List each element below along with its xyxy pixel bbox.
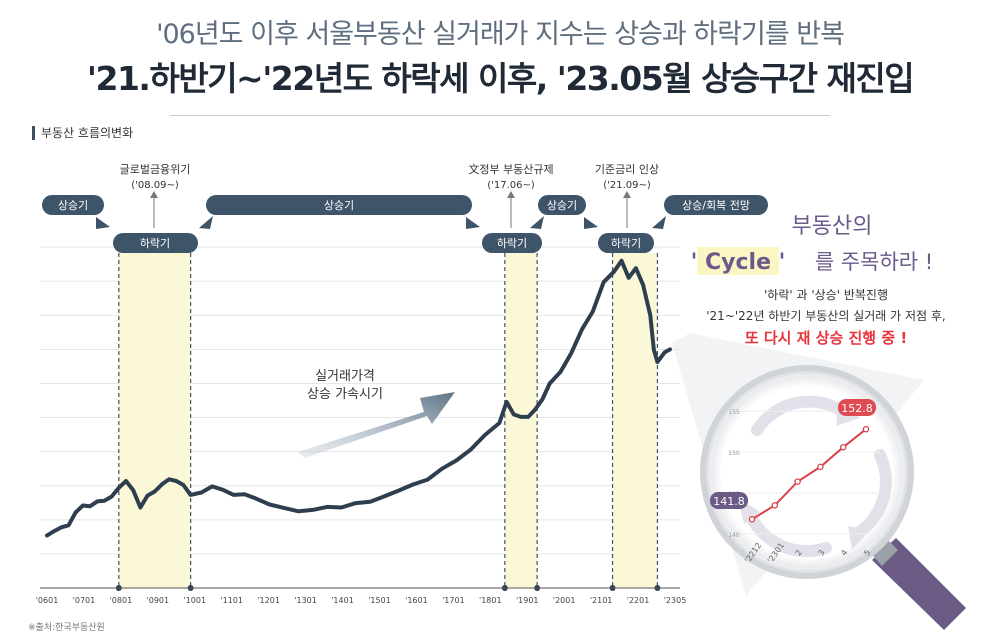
x-tick-label: '1801 <box>479 596 502 605</box>
callout-line2: 를 주목하라 ! <box>815 250 933 274</box>
callout-text2: '21~'22년 하반기 부동산의 실거래 가 저점 후, <box>706 309 946 323</box>
svg-text:141.8: 141.8 <box>713 495 745 508</box>
arrow-label-line2: 상승 가속시기 <box>307 387 383 402</box>
event-3-date: ('21.09~) <box>603 180 651 191</box>
inset-x-tick: 2 <box>794 548 804 557</box>
acceleration-arrow <box>298 392 455 458</box>
x-tick-label: '0801 <box>110 596 133 605</box>
inset-label-end: 152.8 <box>838 399 876 416</box>
phase-down-2: 하락기 <box>482 233 542 253</box>
inset-point <box>794 478 801 485</box>
phase-down-arrow-2 <box>466 217 480 229</box>
phase-down-arrow-1 <box>96 217 110 229</box>
inset-point <box>817 463 824 471</box>
event-2-date: ('17.06~) <box>487 180 535 191</box>
x-tick-label: '2305 <box>664 596 687 605</box>
callout-text1: '하락' 과 '상승' 반복진행 <box>764 287 888 302</box>
source-note: ※출처:한국부동산원 <box>28 623 105 633</box>
inset-point <box>771 502 779 509</box>
x-tick-label: '0601 <box>36 596 59 605</box>
x-axis-ticks: '0601 '0701 '0801 '0901 '1001 '1101 '1201 '1301… <box>36 596 687 605</box>
x-tick-label: '1501 <box>368 596 391 605</box>
cycle-highlight <box>697 247 779 275</box>
highlight-band <box>612 253 658 588</box>
inset-point <box>862 425 870 433</box>
svg-text:상승기: 상승기 <box>547 199 577 212</box>
event-1-arrowhead <box>150 191 158 198</box>
title-line-2: '21.하반기~'22년도 하락세 이후, '23.05월 상승구간 재진입 <box>86 59 915 98</box>
x-tick-label: '2101 <box>590 596 613 605</box>
event-1-date: ('08.09~) <box>131 180 179 191</box>
magnifier-inner-ring <box>709 374 905 570</box>
inset-line <box>751 428 867 521</box>
phase-up-2: 상승기 <box>206 195 472 215</box>
inset-y-tick: 140 <box>728 532 740 539</box>
x-tick-label: '1101 <box>220 596 243 605</box>
x-tick-label: '1201 <box>257 596 280 605</box>
inset-y-tick: 150 <box>728 450 740 457</box>
price-index-line <box>45 258 672 538</box>
phase-up-arrow-1 <box>199 216 213 229</box>
callout-text3: 또 다시 재 상승 진행 중 ! <box>745 329 907 347</box>
svg-text:상승/회복 전망: 상승/회복 전망 <box>682 199 750 212</box>
inset-x-tick: 5 <box>862 548 872 557</box>
svg-text:하락기: 하락기 <box>611 236 641 250</box>
callout-cycle-word: ' Cycle ' <box>691 250 786 275</box>
svg-text:상승기: 상승기 <box>324 199 354 212</box>
phase-up-3: 상승기 <box>538 195 586 215</box>
x-tick-label: '0701 <box>73 596 96 605</box>
highlight-bands <box>118 253 658 588</box>
phase-down-3: 하락기 <box>598 233 654 253</box>
event-3-arrowhead <box>623 191 631 198</box>
x-tick-label: '1601 <box>405 596 428 605</box>
phase-up-arrow-2 <box>530 216 544 229</box>
event-2-arrowhead <box>507 191 515 198</box>
x-tick-label: '1901 <box>516 596 539 605</box>
highlight-band <box>504 253 538 588</box>
title-line-1: '06년도 이후 서울부동산 실거래가 지수는 상승과 하락기를 반복 <box>156 19 845 50</box>
phase-recovery: 상승/회복 전망 <box>664 195 768 215</box>
svg-text:하락기: 하락기 <box>140 236 170 250</box>
title-divider <box>170 115 830 116</box>
x-tick-label: '1701 <box>442 596 465 605</box>
phase-down-1: 하락기 <box>113 233 198 253</box>
svg-text:152.8: 152.8 <box>841 402 873 415</box>
inset-point <box>748 516 756 523</box>
arrow-label-line1: 실거래가격 <box>315 369 375 384</box>
svg-text:하락기: 하락기 <box>497 236 527 250</box>
inset-x-tick: 3 <box>816 548 826 557</box>
phase-up-1: 상승기 <box>42 195 104 215</box>
inset-x-tick: 4 <box>839 548 849 557</box>
inset-label-start: 141.8 <box>710 492 748 509</box>
x-tick-label: '2201 <box>627 596 650 605</box>
x-tick-label: '1301 <box>294 596 317 605</box>
x-tick-label: '0901 <box>147 596 170 605</box>
phase-down-arrow-3 <box>584 217 598 229</box>
inset-y-tick: 155 <box>728 409 740 416</box>
period-markers <box>115 253 661 591</box>
x-tick-label: '2001 <box>553 596 576 605</box>
svg-text:상승기: 상승기 <box>58 199 88 212</box>
x-tick-label: '1401 <box>331 596 354 605</box>
section-label: 부동산 흐름의변화 <box>32 126 133 140</box>
callout-line1: 부동산의 <box>792 214 873 239</box>
inset-points <box>748 425 870 523</box>
event-2-title: 文정부 부동산규제 <box>468 162 553 176</box>
cycle-arrows-icon <box>743 395 892 558</box>
x-tick-label: '1001 <box>183 596 206 605</box>
phase-up-arrow-3 <box>652 216 666 229</box>
event-3-title: 기준금리 인상 <box>595 163 659 176</box>
event-1-title: 글로벌금융위기 <box>120 163 191 176</box>
inset-point <box>839 443 847 451</box>
highlight-band <box>118 253 191 588</box>
